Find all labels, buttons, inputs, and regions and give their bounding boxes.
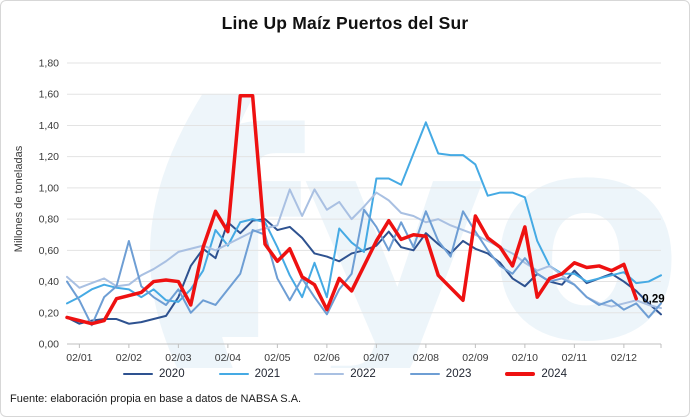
x-tick-label: 02/01 — [66, 352, 92, 364]
fyo-watermark: (fyo — [119, 37, 684, 368]
x-tick-label: 02/12 — [611, 352, 637, 364]
series-line-2023 — [66, 208, 662, 327]
y-tick-label: 1,40 — [39, 120, 60, 132]
legend-label: 2022 — [350, 368, 376, 380]
y-tick-label: 1,60 — [39, 89, 60, 101]
legend-item-2021: 2021 — [218, 368, 281, 380]
x-tick-label: 02/06 — [314, 352, 340, 364]
x-tick-label: 02/08 — [413, 352, 439, 364]
legend-label: 2024 — [541, 368, 567, 380]
y-tick-label: 0,60 — [39, 245, 60, 257]
legend-label: 2023 — [445, 368, 472, 380]
chart-title: Line Up Maíz Puertos del Sur — [221, 13, 469, 33]
x-tick-label: 02/11 — [562, 352, 588, 364]
legend-item-2020: 2020 — [123, 368, 185, 380]
legend-swatch-2024 — [505, 372, 536, 376]
source-note: Fuente: elaboración propia en base a dat… — [10, 393, 302, 405]
x-tick-label: 02/02 — [116, 352, 142, 364]
x-tick-label: 02/10 — [512, 352, 538, 364]
series-line-2024 — [65, 94, 638, 326]
line-chart: (fyo 0,00 0,20 0,40 0,60 0,80 1,00 1,20 1,40 1,60… — [39, 37, 684, 368]
legend-swatch-2022 — [314, 372, 345, 376]
y-tick-label: 0,20 — [39, 307, 60, 319]
chart-legend: 2020 2021 2022 2023 2024 — [1, 368, 689, 380]
legend-swatch-2020 — [123, 372, 154, 376]
legend-swatch-2023 — [409, 372, 440, 376]
y-tick-label: 1,20 — [39, 151, 60, 163]
x-tick-label: 02/04 — [215, 352, 241, 364]
legend-label: 2021 — [254, 368, 281, 380]
y-tick-label: 0,40 — [39, 276, 60, 288]
x-tick-label: 02/09 — [462, 352, 488, 364]
y-tick-label: 1,80 — [39, 58, 60, 70]
legend-item-2023: 2023 — [409, 368, 472, 380]
x-tick-label: 02/05 — [264, 352, 290, 364]
x-axis: 02/01 02/02 02/03 02/04 02/05 02/06 02/07 02/08… — [66, 344, 662, 364]
legend-item-2024: 2024 — [505, 368, 567, 380]
last-value-label: 0,29 — [642, 294, 664, 306]
legend-label: 2020 — [159, 368, 185, 380]
y-tick-label: 0,00 — [39, 339, 60, 351]
y-tick-label: 1,00 — [39, 182, 60, 194]
legend-item-2022: 2022 — [314, 368, 376, 380]
legend-swatch-2021 — [218, 372, 249, 376]
x-tick-label: 02/07 — [363, 352, 389, 364]
x-tick-label: 02/03 — [165, 352, 191, 364]
y-tick-label: 0,80 — [39, 214, 60, 226]
